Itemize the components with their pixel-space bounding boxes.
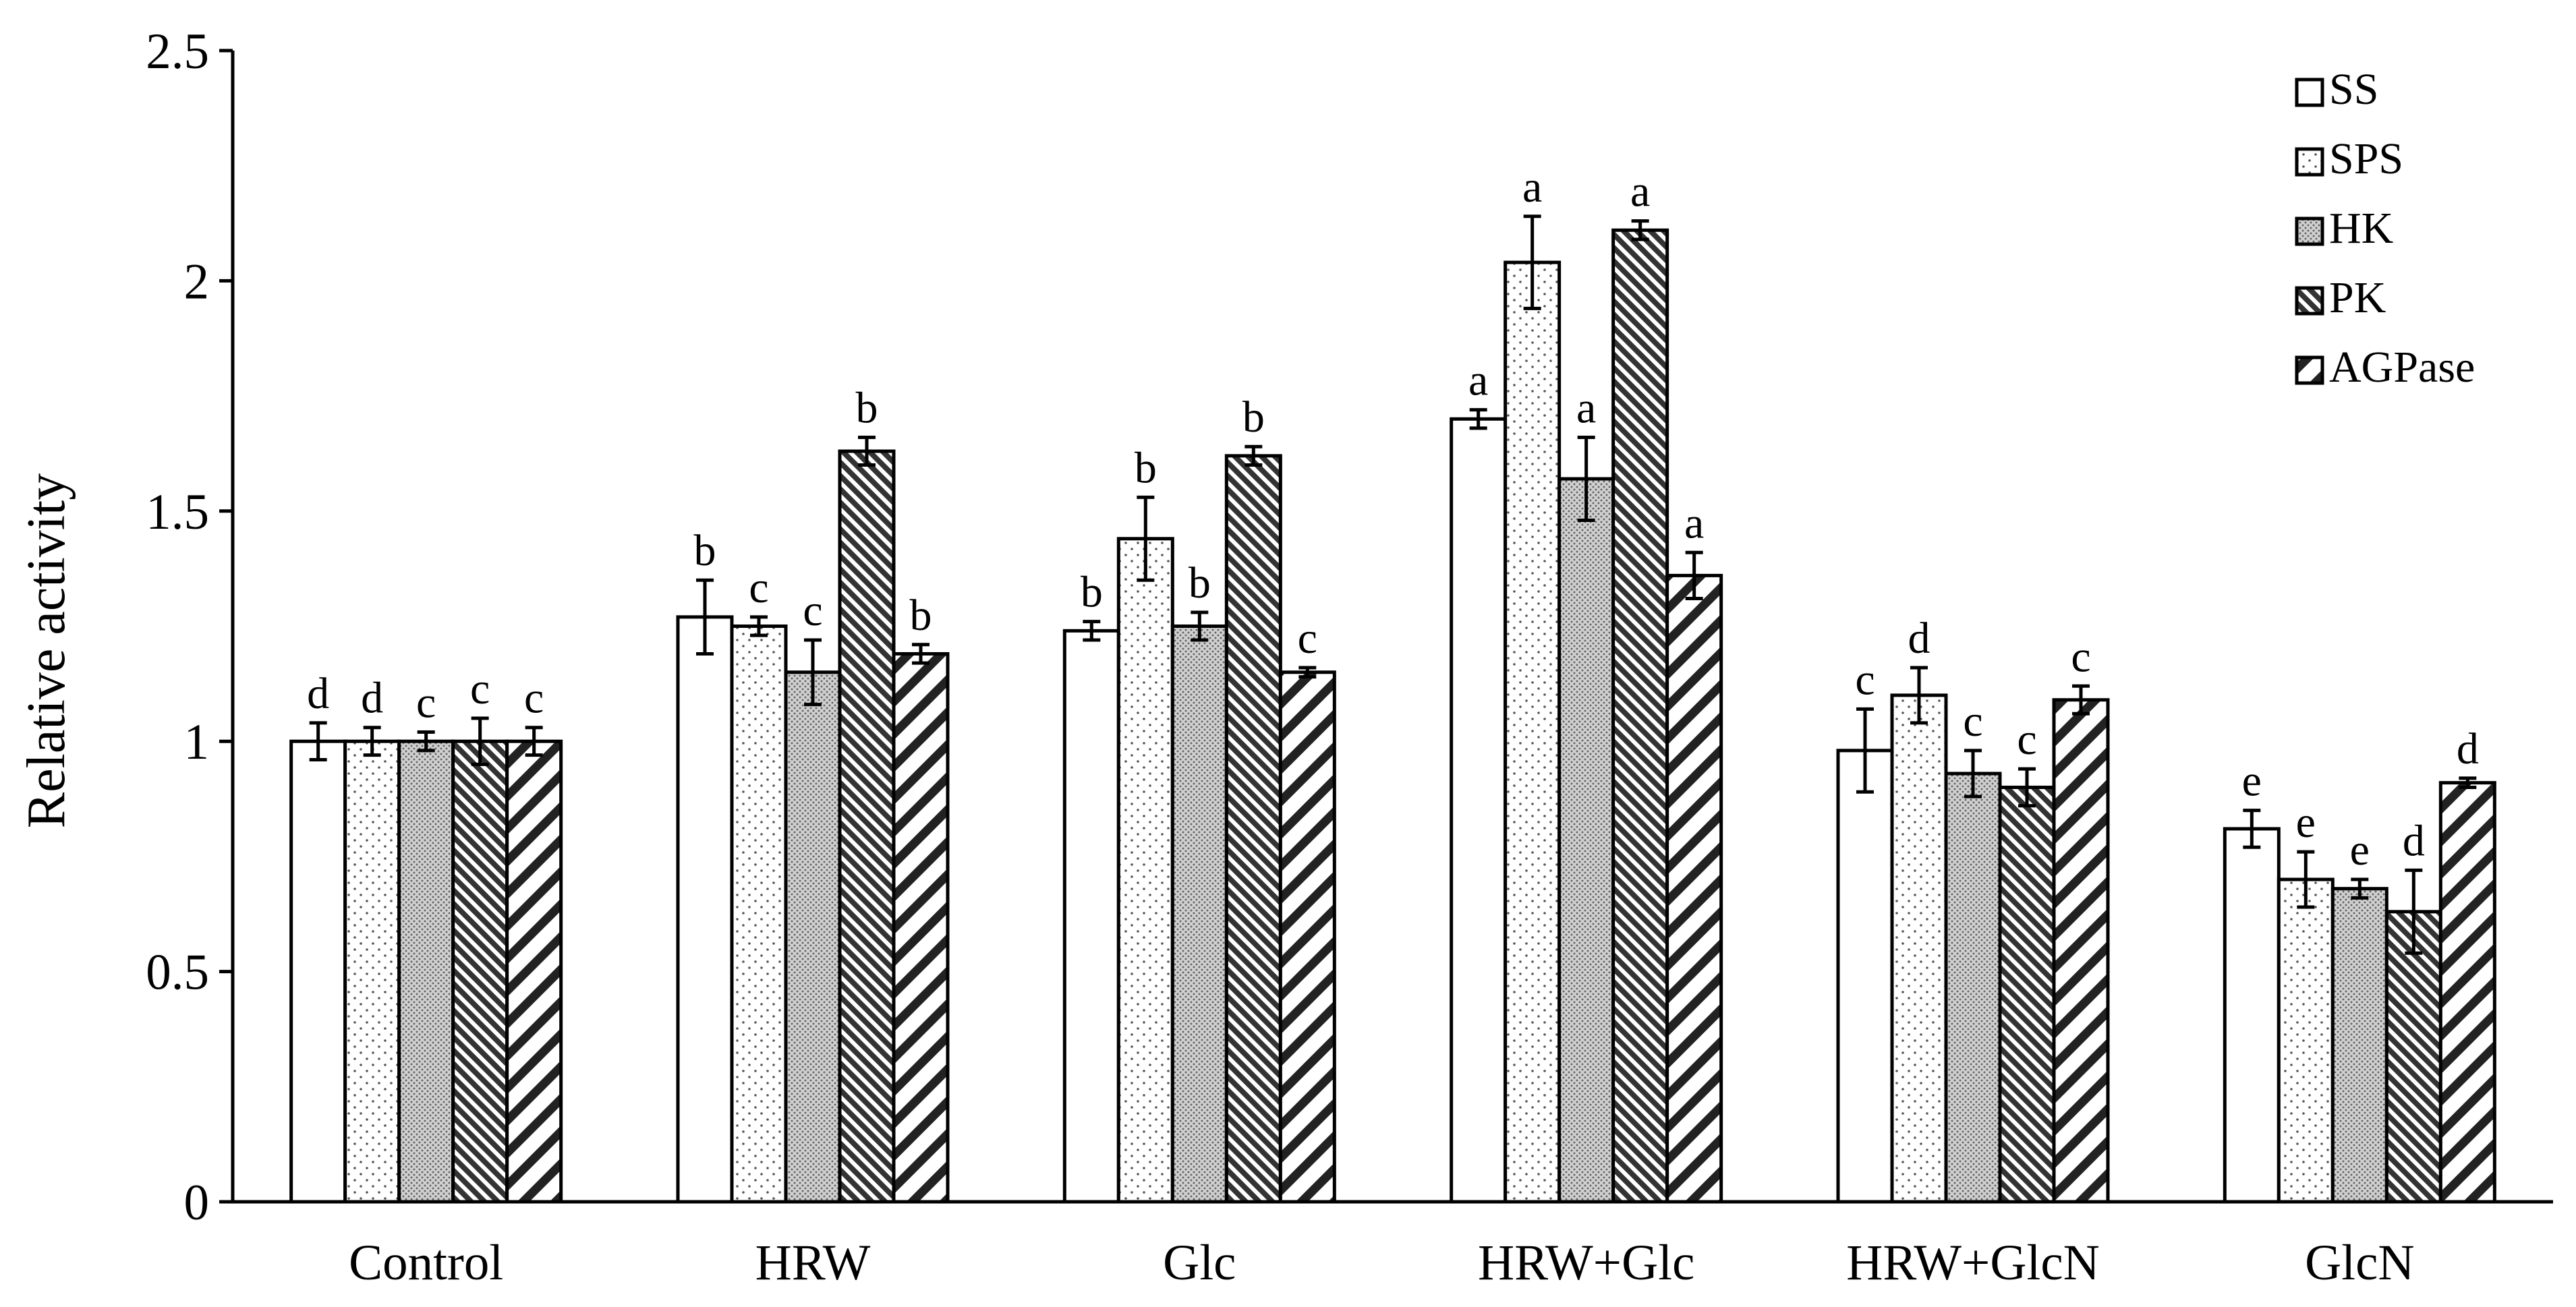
bar-ss-glcn xyxy=(2223,827,2281,1204)
significance-letter: b xyxy=(1242,393,1265,442)
significance-letter: d xyxy=(2403,816,2425,865)
bar-ss-hrw-plus-glcn xyxy=(1836,749,1894,1204)
significance-letter: c xyxy=(749,563,768,612)
bar-ss-control xyxy=(289,739,347,1204)
bar-sps-hrw-plus-glc xyxy=(1504,260,1562,1204)
y-tick-label: 1 xyxy=(184,714,210,770)
y-tick-label: 0 xyxy=(184,1175,210,1231)
x-category-label: Control xyxy=(349,1235,503,1291)
significance-letter: b xyxy=(910,591,932,640)
legend-label-sps: SPS xyxy=(2329,134,2403,183)
bar-pk-hrw-plus-glc xyxy=(1611,228,1669,1204)
bar-series xyxy=(289,228,2496,1204)
significance-letter: d xyxy=(2457,724,2479,774)
bar-pk-glc xyxy=(1224,454,1282,1204)
bar-pk-control xyxy=(451,739,509,1204)
significance-letter: c xyxy=(524,674,544,723)
legend-label-hk: HK xyxy=(2329,204,2393,253)
y-axis-ticks: 0 0.5 1 1.5 2 2.5 xyxy=(146,24,233,1231)
legend-swatch-sps xyxy=(2295,147,2324,177)
significance-letter: e xyxy=(2350,825,2370,875)
legend-label-agpase: AGPase xyxy=(2329,343,2475,392)
bar-pk-hrw-plus-glcn xyxy=(1998,785,2056,1204)
significance-letter: a xyxy=(1684,498,1704,548)
y-axis-title: Relative activity xyxy=(17,473,76,828)
bar-pk-glcn xyxy=(2384,910,2442,1204)
bar-agpase-glc xyxy=(1278,670,1336,1204)
legend-label-ss: SS xyxy=(2329,65,2378,114)
legend-swatch-hk xyxy=(2295,216,2324,246)
significance-letter: d xyxy=(361,674,383,723)
bar-ss-hrw xyxy=(676,615,734,1204)
bar-sps-hrw xyxy=(730,625,788,1204)
significance-letter: c xyxy=(2017,715,2036,764)
bar-hk-control xyxy=(397,739,455,1204)
significance-letter: d xyxy=(307,669,329,718)
significance-letter: c xyxy=(1963,697,1982,746)
significance-letter: c xyxy=(1298,614,1317,663)
significance-letter: a xyxy=(1522,163,1542,212)
x-category-label: HRW+GlcN xyxy=(1846,1235,2100,1291)
significance-letter: a xyxy=(1630,167,1650,216)
bar-ss-hrw-plus-glc xyxy=(1450,417,1508,1204)
x-category-label: GlcN xyxy=(2305,1235,2414,1291)
significance-letter: a xyxy=(1576,384,1596,433)
bar-hk-hrw-plus-glc xyxy=(1557,477,1615,1204)
x-category-label: HRW xyxy=(755,1235,871,1291)
significance-letter: e xyxy=(2296,798,2316,847)
y-tick-label: 1.5 xyxy=(146,484,209,540)
significance-letter: b xyxy=(1081,568,1103,617)
legend: SS SPS HK PK AGPase xyxy=(2295,65,2475,392)
bar-agpase-hrw xyxy=(892,651,950,1204)
significance-letter: e xyxy=(2242,757,2262,806)
legend-swatch-ss xyxy=(2295,78,2324,107)
significance-letter: b xyxy=(1135,443,1157,492)
significance-letter: c xyxy=(1855,655,1874,704)
y-tick-label: 2 xyxy=(184,254,210,310)
bar-agpase-glcn xyxy=(2438,781,2496,1204)
x-category-label: HRW+Glc xyxy=(1478,1235,1694,1291)
y-tick-label: 2.5 xyxy=(146,24,209,80)
legend-swatch-pk xyxy=(2295,286,2324,316)
error-bars xyxy=(309,214,2477,955)
bar-agpase-hrw-plus-glcn xyxy=(2052,698,2110,1204)
bar-agpase-control xyxy=(505,739,563,1204)
significance-letter: c xyxy=(2071,632,2090,681)
significance-letter: c xyxy=(416,678,436,728)
bar-agpase-hrw-plus-glc xyxy=(1665,573,1723,1204)
legend-label-pk: PK xyxy=(2329,273,2386,322)
significance-letter: d xyxy=(1908,614,1930,663)
x-axis-category-labels: Control HRW Glc HRW+Glc HRW+GlcN GlcN xyxy=(349,1235,2414,1291)
significance-letter: b xyxy=(856,384,878,433)
legend-swatch-agpase xyxy=(2295,355,2324,385)
bar-sps-glcn xyxy=(2277,877,2335,1204)
bar-hk-glc xyxy=(1170,625,1228,1204)
bar-hk-glcn xyxy=(2330,887,2388,1204)
y-tick-label: 0.5 xyxy=(146,945,209,1001)
bar-sps-glc xyxy=(1116,537,1174,1204)
x-category-label: Glc xyxy=(1163,1235,1236,1291)
significance-letter: a xyxy=(1468,356,1488,405)
bar-sps-hrw-plus-glcn xyxy=(1890,693,1948,1204)
bar-hk-hrw xyxy=(784,670,842,1204)
significance-letter: b xyxy=(694,526,716,575)
bar-pk-hrw xyxy=(838,449,896,1204)
bar-sps-control xyxy=(343,739,401,1204)
bar-hk-hrw-plus-glcn xyxy=(1944,772,2002,1204)
significance-letter: c xyxy=(803,586,822,635)
bar-ss-glc xyxy=(1062,629,1120,1204)
significance-letter: c xyxy=(470,664,490,714)
significance-letter: b xyxy=(1189,558,1211,608)
